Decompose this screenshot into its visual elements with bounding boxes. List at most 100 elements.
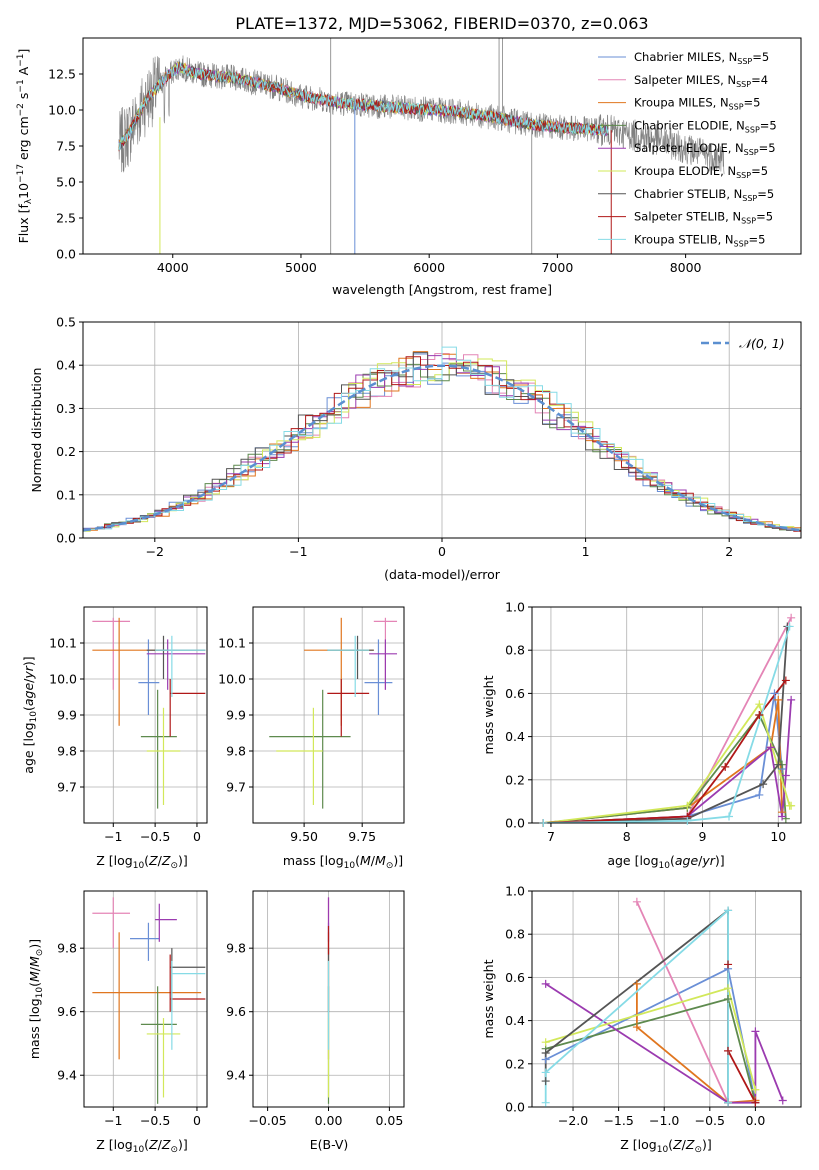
x-axis-label: age [log10(age/yr)]	[607, 853, 724, 871]
weight-marker	[539, 819, 548, 827]
x-tick-label: 0	[193, 829, 201, 844]
weight-marker	[755, 711, 764, 719]
y-tick-label: 0.3	[56, 401, 76, 416]
spectrum-panel: 4000 5000 6000 7000 8000 0.0 2.5 5.0 7.5 10.0 12.5…	[16, 37, 802, 297]
weight-marker	[781, 676, 790, 685]
x-tick-label: −1.0	[649, 1113, 679, 1128]
x-tick-label: 7	[547, 829, 555, 844]
x-tick-label: −1	[104, 1113, 122, 1128]
x-tick-label: 7000	[541, 260, 573, 275]
legend: Chabrier MILES, NSSP=5 Salpeter MILES, NS…	[598, 50, 777, 248]
y-tick-label: 0.4	[56, 358, 76, 373]
x-tick-label: 2	[725, 544, 733, 559]
weight-marker	[541, 1049, 550, 1057]
model-spectrum-line	[118, 63, 609, 152]
axes-frame	[83, 890, 208, 1108]
x-tick-label: 0.0	[745, 1113, 765, 1128]
y-tick-label: 10.0	[218, 672, 246, 687]
x-axis-label: wavelength [Angstrom, rest frame]	[332, 282, 552, 297]
age-vs-metallicity-panel: −1 −0.5 0 9.7 9.8 9.9 10.0 10.1 Z [log10(Z/Z⊙)] a…	[21, 606, 208, 871]
weight-marker	[725, 812, 734, 821]
x-tick-label: 9	[699, 829, 707, 844]
y-tick-label: 9.6	[57, 1004, 77, 1019]
y-tick-label: 0.1	[56, 487, 76, 502]
y-tick-label: 9.8	[226, 744, 246, 759]
y-tick-label: 2.5	[56, 211, 76, 226]
y-tick-label: 1.0	[505, 884, 525, 899]
y-tick-label: 0.8	[505, 927, 525, 942]
y-tick-label: 5.0	[56, 175, 76, 190]
y-tick-label: 0.4	[505, 1013, 525, 1028]
weight-vs-age-panel: 7 8 9 10 0.0 0.2 0.4 0.6 0.8 1.0 mass weight age [l…	[481, 600, 802, 871]
legend-entry: Salpeter MILES, NSSP=4	[634, 73, 768, 89]
weight-marker	[721, 762, 730, 771]
x-tick-label: 0	[438, 544, 446, 559]
plot-area	[92, 617, 206, 809]
x-tick-label: −1	[289, 544, 307, 559]
plot-area	[543, 617, 792, 823]
weight-marker	[774, 760, 783, 769]
weight-marker	[751, 1098, 760, 1107]
weight-marker	[778, 1096, 787, 1105]
x-tick-label: 0.00	[315, 1113, 343, 1128]
y-tick-label: 9.9	[226, 708, 246, 723]
model-spectrum-line	[118, 62, 609, 151]
weight-marker	[541, 979, 550, 988]
y-tick-label: 0.0	[505, 816, 525, 831]
legend-entry: Salpeter ELODIE, NSSP=5	[634, 141, 776, 157]
y-tick-label: 9.8	[57, 941, 77, 956]
weight-marker	[787, 801, 796, 810]
y-axis-label: mass weight	[481, 675, 496, 754]
weight-line	[543, 626, 791, 823]
y-tick-label: 10.1	[49, 636, 77, 651]
weight-marker	[724, 1046, 733, 1055]
y-tick-label: 9.8	[226, 941, 246, 956]
x-tick-label: 6000	[413, 260, 445, 275]
y-tick-label: 7.5	[56, 139, 76, 154]
weight-marker	[541, 1077, 550, 1086]
mass-vs-metallicity-panel: −1 −0.5 0 9.4 9.6 9.8 Z [log10(Z/Z⊙)] mass [log…	[27, 890, 208, 1155]
x-tick-label: 9.75	[348, 829, 376, 844]
weight-marker	[755, 700, 764, 709]
y-tick-label: 0.4	[505, 729, 525, 744]
x-axis-label: (data-model)/error	[384, 567, 501, 582]
x-tick-label: 8	[623, 829, 631, 844]
weight-marker	[541, 1038, 550, 1047]
x-tick-label: 0	[193, 1113, 201, 1128]
residuals-panel: −2 −1 0 1 2 0.0 0.1 0.2 0.3 0.4 0.5 𝒩(0, 1) (data-mo…	[29, 315, 802, 582]
weight-marker	[759, 780, 768, 789]
y-axis-label: age [log10(age/yr)]	[21, 656, 39, 773]
x-axis-label: Z [log10(Z/Z⊙)]	[620, 1137, 712, 1155]
weight-marker	[751, 1027, 760, 1036]
legend-entry: Salpeter STELIB, NSSP=5	[634, 210, 773, 226]
x-tick-label: −0.5	[695, 1113, 725, 1128]
x-tick-label: −2.0	[558, 1113, 588, 1128]
x-tick-label: 9.50	[290, 829, 318, 844]
weight-marker	[778, 812, 787, 821]
plot-area	[83, 346, 801, 533]
weight-marker	[787, 613, 796, 622]
plot-area	[118, 38, 725, 254]
x-axis-label: E(B-V)	[310, 1137, 349, 1152]
x-tick-label: −0.05	[248, 1113, 286, 1128]
age-vs-mass-panel: 9.50 9.75 9.7 9.8 9.9 10.0 10.1 mass [log10(M/M…	[218, 606, 405, 871]
y-tick-label: 9.6	[226, 1004, 246, 1019]
x-tick-label: −0.5	[140, 829, 170, 844]
y-tick-label: 0.0	[56, 247, 76, 262]
legend-entry: Chabrier ELODIE, NSSP=5	[634, 118, 777, 134]
x-tick-label: 4000	[157, 260, 189, 275]
y-tick-label: 9.7	[57, 780, 77, 795]
weight-marker	[724, 1098, 733, 1107]
weight-marker	[751, 1085, 760, 1094]
y-tick-label: 9.4	[57, 1068, 77, 1083]
figure-title: PLATE=1372, MJD=53062, FIBERID=0370, z=0…	[235, 14, 648, 33]
legend-entry: Chabrier STELIB, NSSP=5	[634, 187, 774, 203]
weight-marker	[541, 1098, 550, 1107]
y-tick-label: 1.0	[505, 600, 525, 615]
y-tick-label: 9.7	[226, 780, 246, 795]
y-tick-label: 9.4	[226, 1068, 246, 1083]
weight-marker	[632, 897, 641, 906]
weight-marker	[632, 1023, 641, 1032]
weight-marker	[683, 816, 692, 825]
weight-marker	[755, 790, 764, 799]
